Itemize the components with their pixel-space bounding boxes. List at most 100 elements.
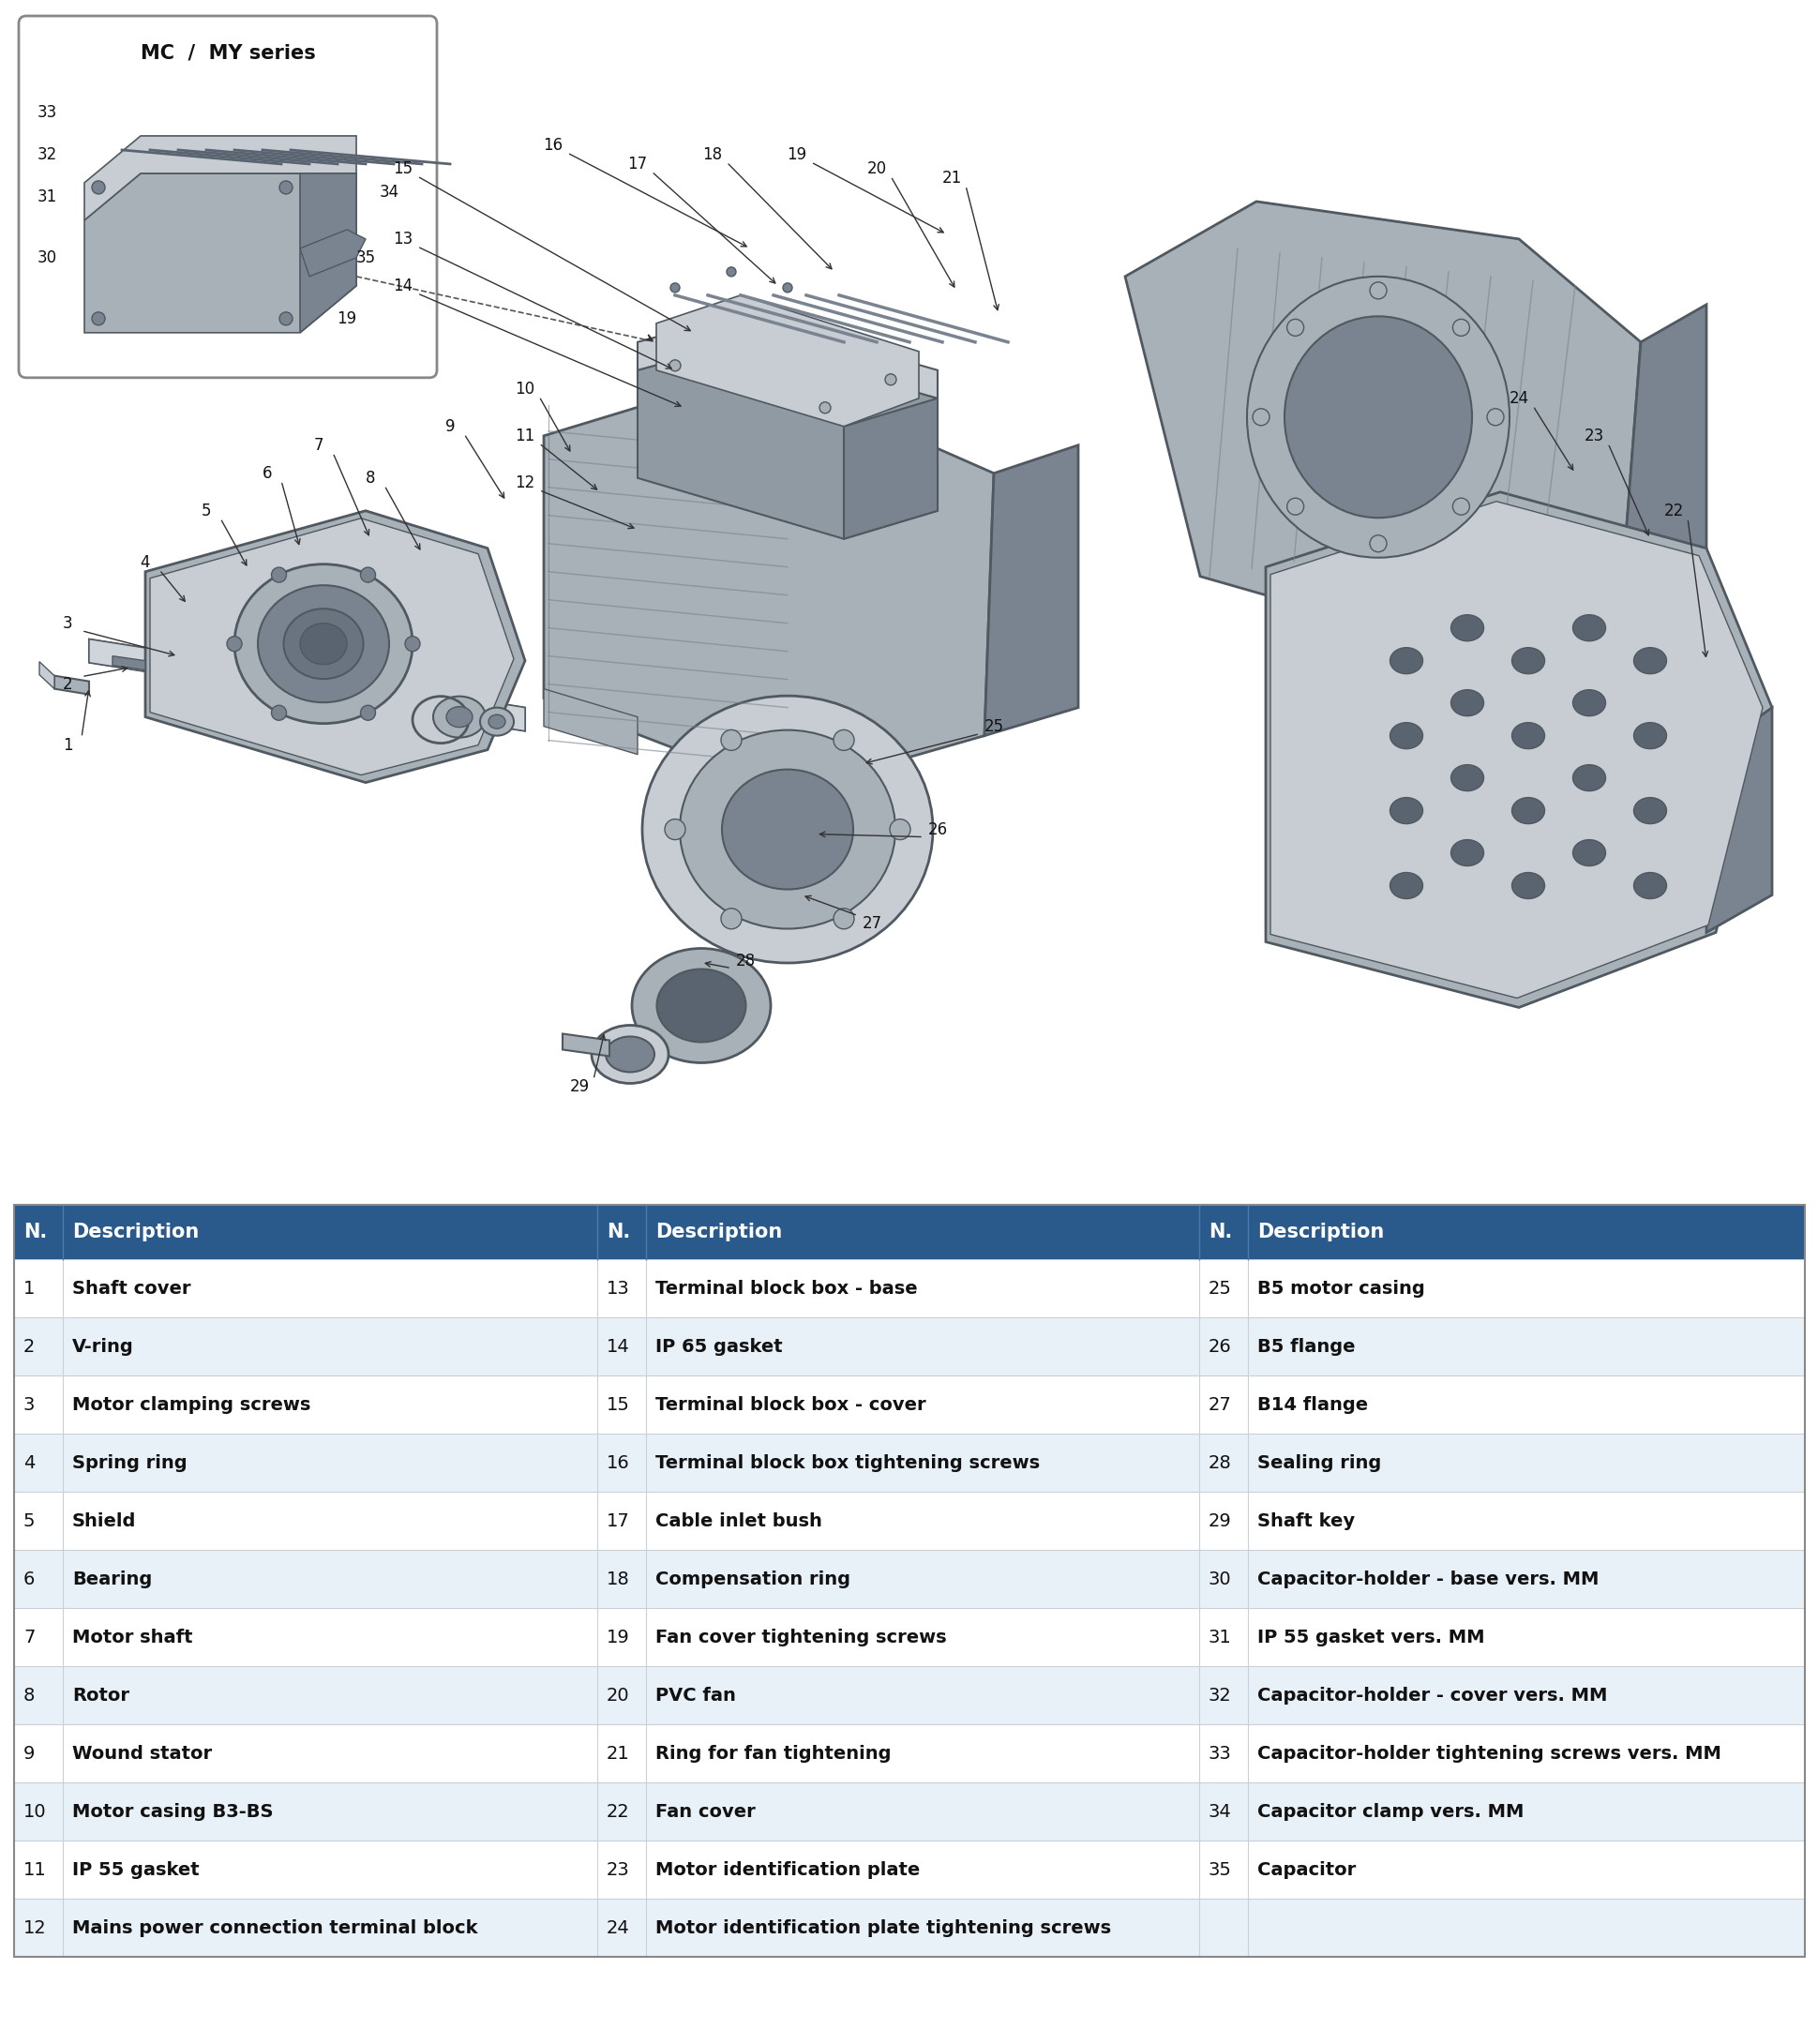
Text: 28: 28 xyxy=(734,953,754,969)
Text: Spring ring: Spring ring xyxy=(73,1453,187,1472)
Text: B5 flange: B5 flange xyxy=(1256,1339,1354,1355)
Ellipse shape xyxy=(1389,873,1422,899)
Circle shape xyxy=(1287,499,1304,515)
Circle shape xyxy=(227,636,242,652)
Text: 27: 27 xyxy=(862,914,882,932)
Text: Motor identification plate: Motor identification plate xyxy=(654,1860,920,1878)
Text: 20: 20 xyxy=(607,1686,629,1705)
Text: Bearing: Bearing xyxy=(73,1570,153,1588)
Text: Fan cover: Fan cover xyxy=(654,1803,754,1821)
Circle shape xyxy=(1453,319,1469,335)
Text: 13: 13 xyxy=(607,1280,629,1298)
Text: N.: N. xyxy=(607,1222,631,1243)
Polygon shape xyxy=(544,689,638,754)
Polygon shape xyxy=(638,315,936,399)
Bar xyxy=(15,1549,1803,1609)
Circle shape xyxy=(889,820,911,840)
Text: 9: 9 xyxy=(445,417,454,435)
FancyBboxPatch shape xyxy=(18,16,436,378)
Text: Description: Description xyxy=(1256,1222,1383,1243)
Ellipse shape xyxy=(1389,724,1422,748)
Circle shape xyxy=(725,268,736,276)
Text: IP 65 gasket: IP 65 gasket xyxy=(654,1339,782,1355)
Text: Shaft key: Shaft key xyxy=(1256,1513,1354,1531)
Ellipse shape xyxy=(1633,873,1665,899)
Text: 24: 24 xyxy=(607,1919,629,1938)
Ellipse shape xyxy=(722,769,853,889)
Ellipse shape xyxy=(1451,764,1483,791)
Ellipse shape xyxy=(300,623,347,664)
Text: 18: 18 xyxy=(607,1570,629,1588)
Polygon shape xyxy=(89,640,525,732)
Text: 33: 33 xyxy=(36,104,56,121)
Polygon shape xyxy=(113,656,145,670)
Ellipse shape xyxy=(680,730,894,928)
Circle shape xyxy=(1487,409,1503,425)
Ellipse shape xyxy=(1451,840,1483,867)
Text: 33: 33 xyxy=(1207,1746,1231,1762)
Text: 31: 31 xyxy=(1207,1629,1231,1645)
Text: Shield: Shield xyxy=(73,1513,136,1531)
Text: 30: 30 xyxy=(36,249,56,266)
Polygon shape xyxy=(984,446,1078,736)
Bar xyxy=(15,1435,1803,1492)
Ellipse shape xyxy=(284,609,364,679)
Ellipse shape xyxy=(656,969,745,1042)
Polygon shape xyxy=(55,677,89,695)
Text: 6: 6 xyxy=(24,1570,35,1588)
Circle shape xyxy=(271,568,285,583)
Bar xyxy=(15,1782,1803,1842)
Polygon shape xyxy=(127,1496,454,1641)
Text: Motor shaft: Motor shaft xyxy=(73,1629,193,1645)
Polygon shape xyxy=(84,174,356,333)
Bar xyxy=(15,1376,1803,1435)
Circle shape xyxy=(833,908,854,928)
Polygon shape xyxy=(300,174,356,333)
Text: 24: 24 xyxy=(1509,390,1527,407)
Ellipse shape xyxy=(1573,615,1605,642)
Text: 21: 21 xyxy=(942,170,962,186)
Circle shape xyxy=(1253,409,1269,425)
Text: Capacitor: Capacitor xyxy=(1256,1860,1354,1878)
Text: IP 55 gasket vers. MM: IP 55 gasket vers. MM xyxy=(1256,1629,1483,1645)
Text: 11: 11 xyxy=(24,1860,47,1878)
Ellipse shape xyxy=(445,707,473,728)
Ellipse shape xyxy=(1451,615,1483,642)
Text: 31: 31 xyxy=(36,188,56,204)
Text: 3: 3 xyxy=(62,615,73,632)
Text: 15: 15 xyxy=(393,159,413,178)
Text: 5: 5 xyxy=(24,1513,35,1531)
Ellipse shape xyxy=(591,1026,669,1083)
Ellipse shape xyxy=(1633,648,1665,675)
Text: 34: 34 xyxy=(1207,1803,1231,1821)
Text: 8: 8 xyxy=(24,1686,35,1705)
Text: 23: 23 xyxy=(607,1860,629,1878)
Circle shape xyxy=(93,180,105,194)
Text: 11: 11 xyxy=(514,427,534,444)
Polygon shape xyxy=(211,1515,454,1786)
Circle shape xyxy=(671,282,680,292)
Ellipse shape xyxy=(489,715,505,728)
Ellipse shape xyxy=(1573,764,1605,791)
Text: 10: 10 xyxy=(514,380,534,397)
Text: Cable inlet bush: Cable inlet bush xyxy=(654,1513,822,1531)
Text: 8: 8 xyxy=(365,470,375,486)
Text: 13: 13 xyxy=(393,231,413,247)
Bar xyxy=(15,1666,1803,1725)
Polygon shape xyxy=(844,399,936,540)
Text: 3: 3 xyxy=(24,1396,35,1414)
Circle shape xyxy=(720,908,742,928)
Ellipse shape xyxy=(1511,873,1543,899)
Bar xyxy=(15,1206,1803,1259)
Ellipse shape xyxy=(1633,797,1665,824)
Ellipse shape xyxy=(1633,724,1665,748)
Text: Motor casing B3-BS: Motor casing B3-BS xyxy=(73,1803,273,1821)
Circle shape xyxy=(271,705,285,719)
Circle shape xyxy=(885,374,896,384)
Text: 10: 10 xyxy=(24,1803,47,1821)
Text: 19: 19 xyxy=(787,147,807,164)
Ellipse shape xyxy=(1247,276,1509,558)
Ellipse shape xyxy=(1573,840,1605,867)
Text: 14: 14 xyxy=(607,1339,629,1355)
Text: vent: vent xyxy=(307,1590,667,1729)
